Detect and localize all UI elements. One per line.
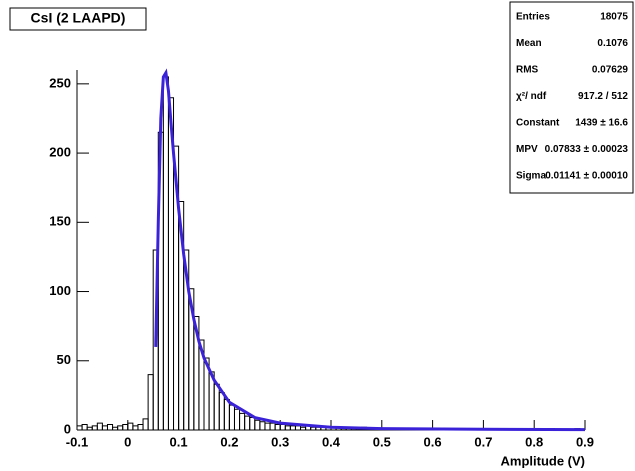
stat-label: Mean (516, 38, 542, 49)
histogram-bin (106, 423, 114, 430)
histogram-bin (259, 421, 266, 430)
histogram-bin (81, 423, 88, 430)
stat-value: 917.2 / 512 (578, 91, 628, 102)
x-tick-label: 0.5 (373, 434, 391, 449)
title-box (9, 7, 147, 31)
histogram-bin (233, 408, 241, 430)
histogram-bin (96, 422, 103, 430)
stat-value: 0.1076 (597, 38, 628, 49)
histogram-bin (279, 423, 286, 430)
x-tick-label: 0.8 (525, 434, 543, 449)
histogram-bin (218, 392, 225, 430)
histogram-bin (239, 412, 246, 430)
y-tick-label: 250 (49, 75, 71, 90)
histogram-bin (122, 423, 129, 430)
y-tick-label: 150 (49, 214, 71, 229)
histogram-bin (244, 415, 251, 430)
histogram-bin (213, 383, 220, 430)
histogram-bin (254, 419, 261, 430)
histogram-bin (91, 425, 98, 430)
x-tick-label: 0.1 (170, 434, 188, 449)
stat-value: 0.07629 (592, 65, 629, 76)
y-tick-label: 50 (57, 352, 71, 367)
x-tick-label: 0 (124, 434, 131, 449)
histogram-bin (137, 423, 144, 430)
x-tick-label: 0.7 (474, 434, 492, 449)
histogram-bin (147, 374, 154, 430)
histogram-bin (132, 425, 139, 430)
x-tick-label: -0.1 (66, 434, 88, 449)
stat-label: Constant (516, 118, 560, 129)
histogram-bin (284, 425, 291, 430)
x-tick-label: 0.9 (576, 434, 594, 449)
histogram-bin (274, 423, 281, 430)
stat-label: Sigma (516, 171, 546, 182)
x-axis-label: Amplitude (V) (501, 453, 586, 468)
histogram-bin (101, 425, 108, 430)
histogram-bin (76, 425, 83, 430)
y-tick-label: 0 (64, 421, 71, 436)
stat-label: Entries (516, 12, 550, 23)
x-tick-label: 0.3 (271, 434, 289, 449)
histogram-bin (127, 422, 134, 430)
stat-value: 0.01141 ± 0.00010 (545, 171, 628, 182)
stat-value: 1439 ± 16.6 (575, 118, 628, 129)
histogram-bin (294, 425, 302, 430)
histogram-bin (117, 425, 124, 430)
histogram-bin (162, 76, 169, 430)
stat-label: RMS (516, 65, 539, 76)
histogram-bin (228, 404, 235, 430)
histogram-bin (249, 417, 256, 430)
stat-label: χ²/ ndf (516, 91, 547, 102)
stat-value: 0.07833 ± 0.00023 (545, 144, 629, 155)
y-tick-label: 200 (49, 145, 71, 160)
histogram-bin (269, 422, 276, 430)
stat-label: MPV (516, 144, 538, 155)
chart-title: CsI (2 LAAPD) (31, 10, 126, 26)
histogram-bin (264, 422, 271, 430)
x-tick-label: 0.4 (322, 434, 341, 449)
histogram-bin (142, 418, 149, 430)
x-tick-label: 0.6 (424, 434, 442, 449)
stats-box (509, 1, 634, 194)
fit-curve (154, 68, 586, 432)
x-tick-label: 0.2 (220, 434, 238, 449)
y-tick-label: 100 (49, 283, 71, 298)
histogram-bin (223, 399, 230, 430)
stat-value: 18075 (600, 12, 628, 23)
histogram-bin (289, 425, 296, 430)
